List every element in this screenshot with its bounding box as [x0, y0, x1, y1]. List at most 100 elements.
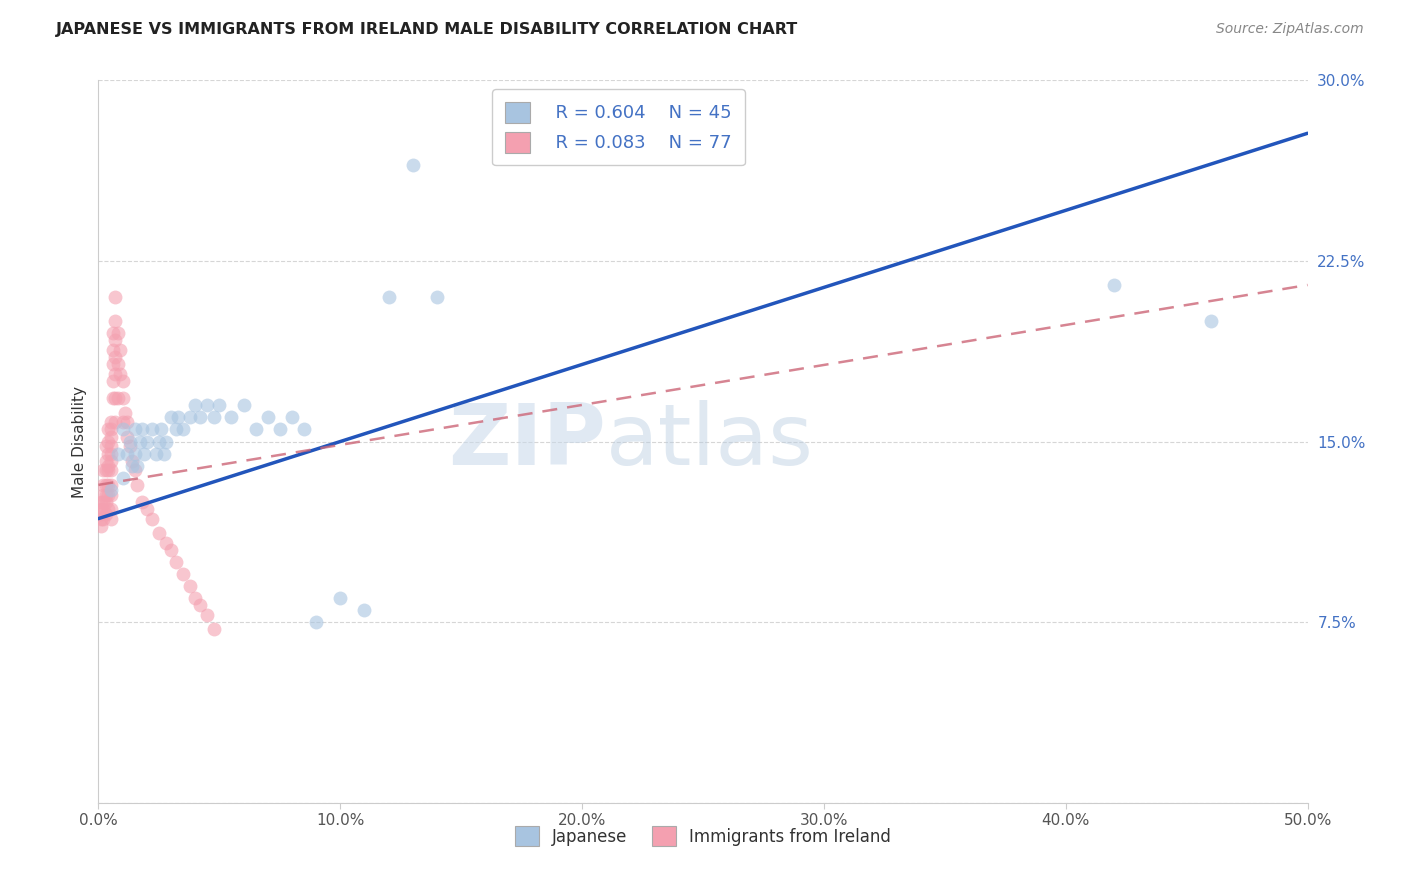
- Point: [135, 434, 157, 449]
- Point: [107, 446, 129, 460]
- Point: [101, 326, 124, 340]
- Point: [97, 487, 120, 501]
- Point: [97, 502, 120, 516]
- Point: [117, 430, 139, 444]
- Y-axis label: Male Disability: Male Disability: [72, 385, 87, 498]
- Point: [111, 422, 134, 436]
- Point: [94, 439, 117, 453]
- Point: [111, 470, 134, 484]
- Point: [179, 579, 201, 593]
- Point: [204, 623, 226, 637]
- Point: [377, 290, 399, 304]
- Point: [100, 430, 122, 444]
- Point: [91, 487, 114, 501]
- Point: [104, 391, 127, 405]
- Point: [155, 535, 177, 549]
- Text: Source: ZipAtlas.com: Source: ZipAtlas.com: [1216, 22, 1364, 37]
- Text: JAPANESE VS IMMIGRANTS FROM IRELAND MALE DISABILITY CORRELATION CHART: JAPANESE VS IMMIGRANTS FROM IRELAND MALE…: [56, 22, 799, 37]
- Point: [94, 478, 117, 492]
- Point: [100, 487, 122, 501]
- Point: [426, 290, 449, 304]
- Point: [145, 446, 167, 460]
- Point: [128, 434, 150, 449]
- Point: [127, 478, 149, 492]
- Point: [97, 478, 120, 492]
- Point: [232, 398, 254, 412]
- Point: [117, 415, 139, 429]
- Point: [91, 494, 114, 508]
- Point: [117, 446, 139, 460]
- Point: [256, 410, 278, 425]
- Point: [90, 494, 112, 508]
- Point: [97, 422, 120, 436]
- Point: [100, 422, 122, 436]
- Point: [107, 391, 129, 405]
- Point: [281, 410, 304, 425]
- Point: [148, 434, 170, 449]
- Point: [172, 567, 194, 582]
- Point: [245, 422, 267, 436]
- Point: [100, 463, 122, 477]
- Point: [195, 607, 218, 622]
- Point: [101, 343, 124, 357]
- Point: [104, 350, 127, 364]
- Point: [94, 487, 117, 501]
- Point: [111, 415, 134, 429]
- Text: atlas: atlas: [606, 400, 814, 483]
- Point: [329, 591, 352, 605]
- Point: [91, 511, 114, 525]
- Point: [108, 367, 131, 381]
- Point: [184, 398, 207, 412]
- Point: [97, 446, 120, 460]
- Point: [100, 454, 122, 468]
- Point: [121, 458, 143, 473]
- Point: [107, 358, 129, 372]
- Point: [104, 415, 127, 429]
- Point: [141, 422, 163, 436]
- Legend: Japanese, Immigrants from Ireland: Japanese, Immigrants from Ireland: [509, 820, 897, 852]
- Point: [179, 410, 201, 425]
- Point: [90, 502, 112, 516]
- Point: [104, 290, 127, 304]
- Point: [148, 526, 170, 541]
- Point: [100, 446, 122, 460]
- Point: [155, 434, 177, 449]
- Point: [160, 542, 183, 557]
- Point: [90, 507, 112, 521]
- Point: [172, 422, 194, 436]
- Point: [188, 410, 211, 425]
- Point: [208, 398, 231, 412]
- Point: [165, 422, 187, 436]
- Point: [353, 603, 375, 617]
- Point: [111, 391, 134, 405]
- Point: [160, 410, 183, 425]
- Point: [141, 511, 163, 525]
- Point: [90, 518, 112, 533]
- Point: [114, 406, 136, 420]
- Point: [1199, 314, 1222, 328]
- Point: [100, 439, 122, 453]
- Point: [101, 358, 124, 372]
- Point: [1102, 277, 1125, 292]
- Point: [104, 334, 127, 348]
- Point: [402, 157, 425, 171]
- Point: [195, 398, 218, 412]
- Point: [188, 599, 211, 613]
- Point: [94, 507, 117, 521]
- Point: [94, 494, 117, 508]
- Point: [104, 314, 127, 328]
- Point: [124, 422, 146, 436]
- Point: [221, 410, 243, 425]
- Point: [131, 494, 153, 508]
- Point: [305, 615, 328, 630]
- Point: [100, 502, 122, 516]
- Point: [184, 591, 207, 605]
- Point: [124, 446, 146, 460]
- Point: [97, 458, 120, 473]
- Point: [121, 454, 143, 468]
- Point: [127, 458, 149, 473]
- Point: [118, 439, 141, 453]
- Point: [107, 326, 129, 340]
- Point: [97, 434, 120, 449]
- Point: [91, 502, 114, 516]
